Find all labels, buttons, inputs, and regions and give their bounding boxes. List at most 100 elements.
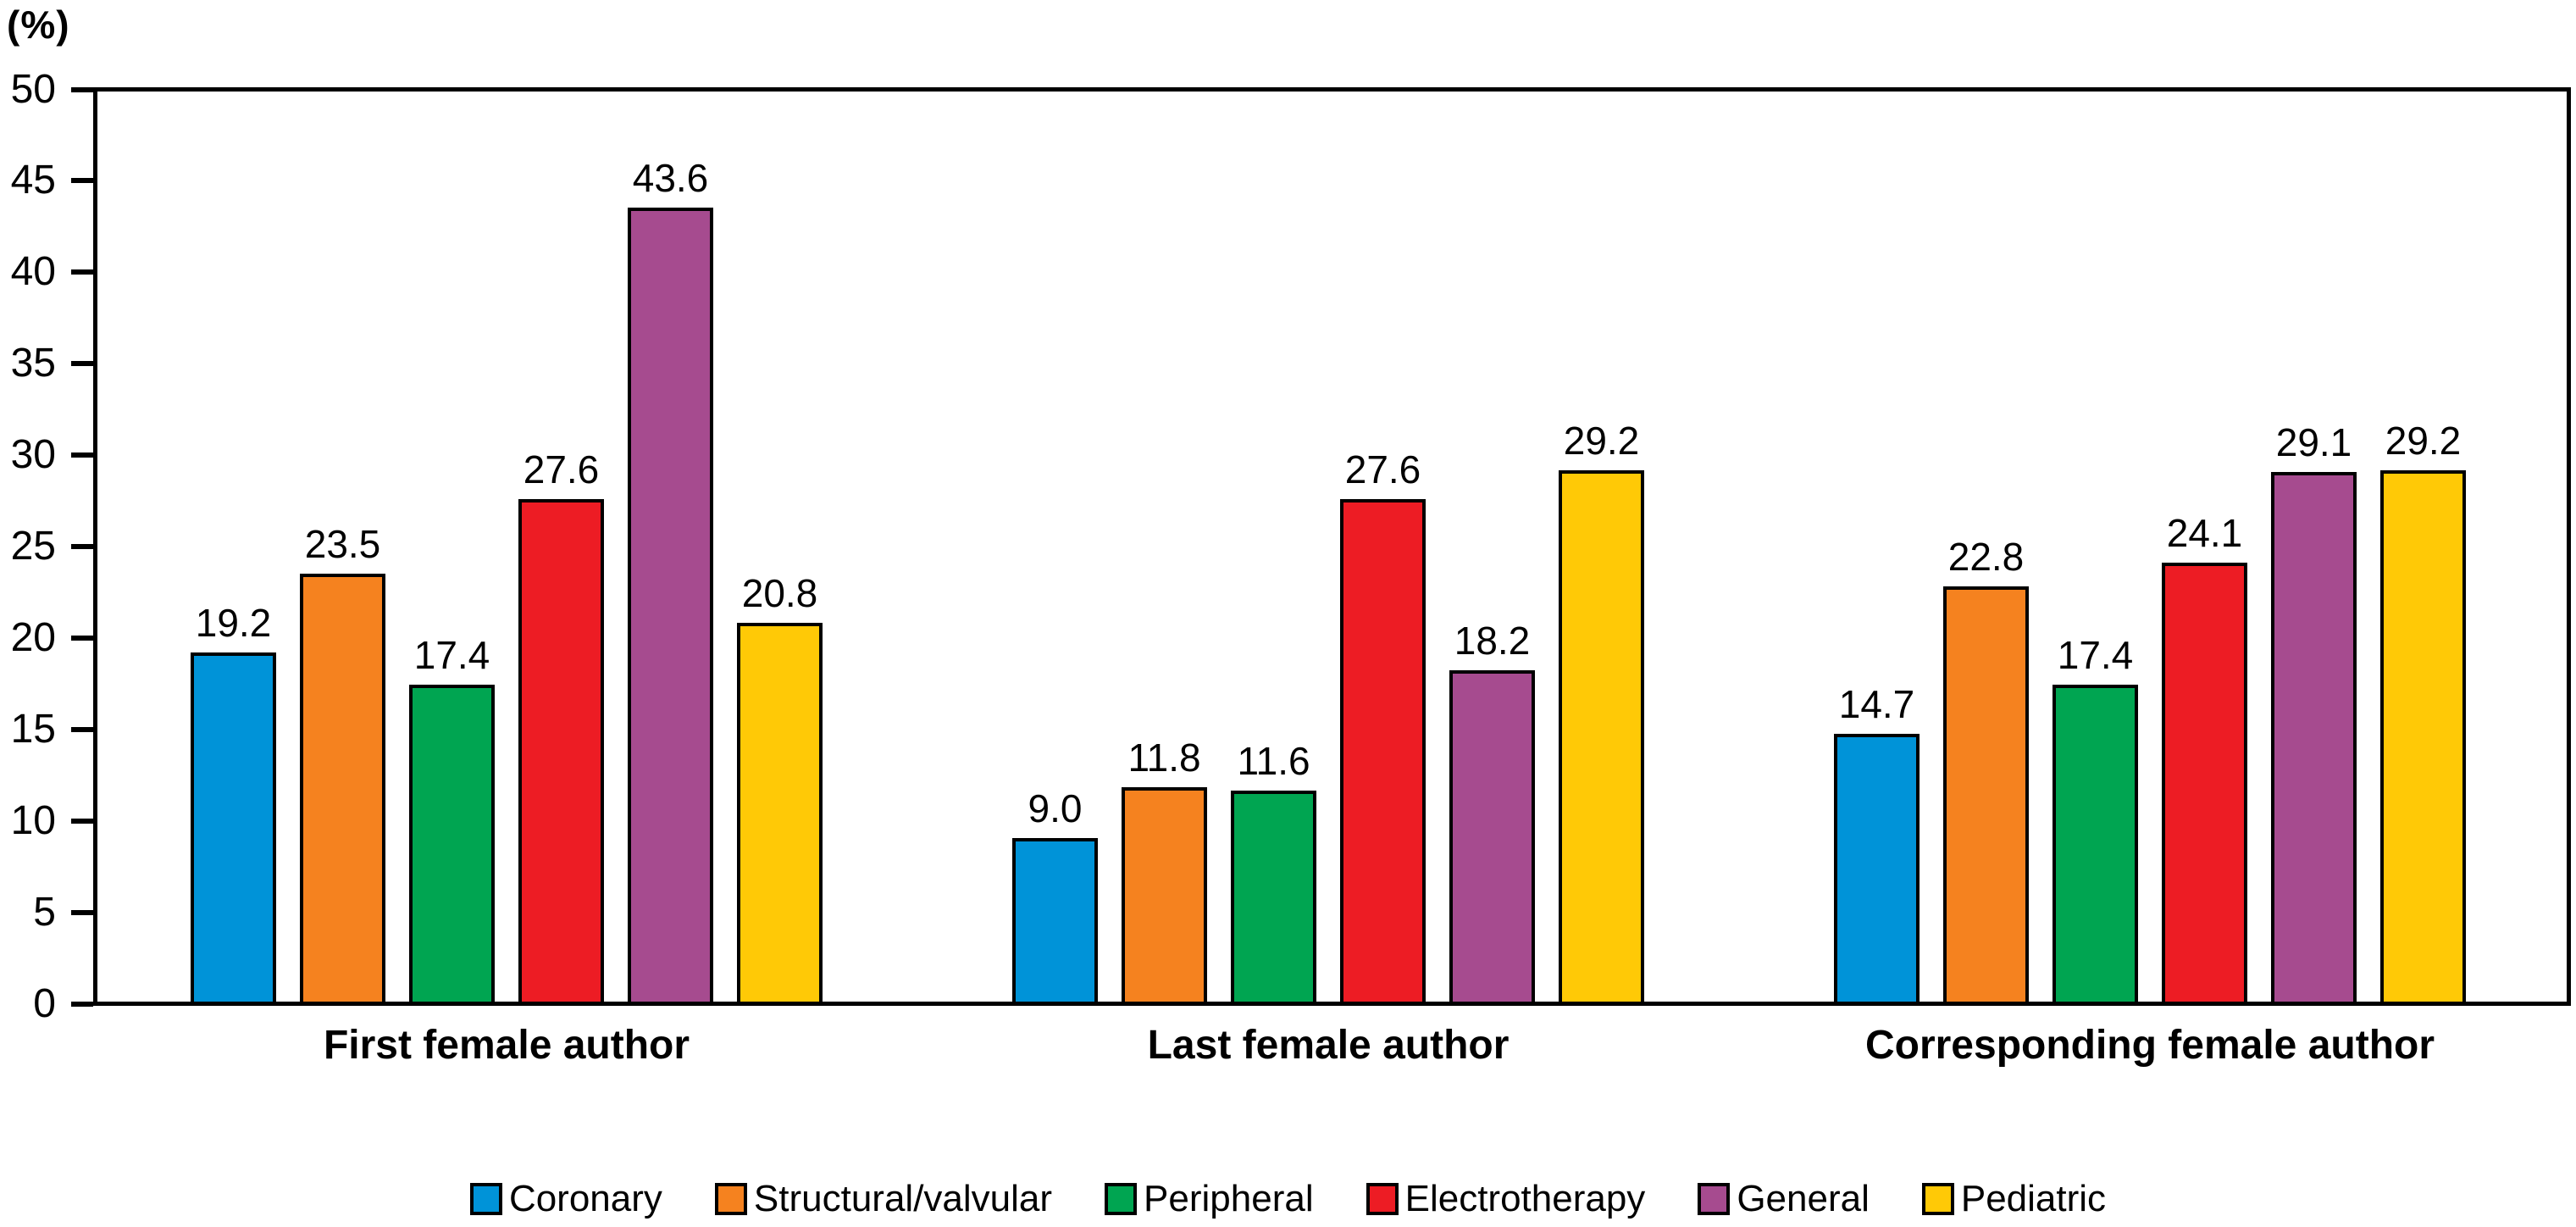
legend-item: Electrotherapy [1366,1178,1646,1220]
y-axis-unit-label: (%) [7,3,70,47]
y-tick [71,178,93,184]
bar-electrotherapy [1340,499,1426,1002]
y-tick [71,909,93,915]
y-tick [71,269,93,275]
legend-label: Peripheral [1144,1178,1314,1219]
legend-swatch-structural-valvular [714,1183,747,1215]
bar-value-label: 18.2 [1454,619,1531,663]
bar-pediatric [737,623,823,1002]
y-tick [71,818,93,824]
y-tick [71,726,93,732]
legend-item: Peripheral [1105,1178,1314,1220]
y-tick [71,544,93,549]
legend-swatch-pediatric [1921,1183,1954,1215]
bar-cell: 24.1 [2162,92,2247,1002]
bar-value-label: 22.8 [1947,535,2025,580]
bar-value-label: 20.8 [741,571,818,616]
bar-pediatric [1559,469,1644,1002]
y-tick [71,1001,93,1007]
legend: Coronary Structural/valvular Peripheral Ele… [0,1178,2576,1220]
bar-peripheral [409,685,495,1002]
bar-value-label: 11.6 [1237,738,1310,783]
bar-cell: 20.8 [737,92,823,1002]
bar-value-label: 17.4 [2057,633,2134,678]
y-tick-label: 45 [10,158,56,203]
y-tick [71,452,93,458]
legend-label: Coronary [508,1178,662,1219]
bar-value-label: 23.5 [304,522,381,567]
bar-peripheral [2052,685,2138,1002]
y-tick-label: 50 [10,66,56,112]
bar-cell: 29.2 [2380,92,2466,1002]
y-tick-label: 25 [10,524,56,569]
bar-general [1449,670,1535,1002]
bar-group: 14.7 22.8 17.4 24.1 29.1 29.2 Corresponding fe… [1834,92,2466,1068]
bar-group: 9.0 11.8 11.6 27.6 18.2 29.2 Last female autho… [1012,92,1644,1068]
legend-swatch-coronary [469,1183,502,1215]
legend-swatch-electrotherapy [1366,1183,1399,1215]
bar-cell: 14.7 [1834,92,1920,1002]
bar-cell: 29.2 [1559,92,1644,1002]
bar-cell: 27.6 [1340,92,1426,1002]
bar-value-label: 27.6 [1344,447,1421,492]
bar-structural-valvular [300,574,385,1002]
bar-coronary [1012,837,1098,1002]
bar-cell: 18.2 [1449,92,1535,1002]
bar-cell: 22.8 [1943,92,2029,1002]
bar-cell: 11.8 [1122,92,1207,1002]
legend-swatch-general [1698,1183,1731,1215]
y-tick [71,361,93,367]
legend-label: General [1737,1178,1870,1219]
y-tick [71,635,93,641]
legend-item: Pediatric [1921,1178,2107,1220]
plot-area [93,87,2571,1006]
y-tick-label: 40 [10,249,56,295]
bar-pediatric [2380,469,2466,1002]
bar-value-label: 24.1 [2166,511,2243,556]
bar-electrotherapy [518,499,604,1002]
bar-cell: 17.4 [409,92,495,1002]
bar-cell: 19.2 [191,92,276,1002]
legend-swatch-peripheral [1105,1183,1138,1215]
bar-value-label: 43.6 [632,156,709,201]
bar-cell: 9.0 [1012,92,1098,1002]
bar-structural-valvular [1122,786,1207,1002]
legend-item: Coronary [469,1178,662,1220]
bar-cell: 43.6 [628,92,713,1002]
bar-coronary [1834,734,1920,1002]
legend-label: Pediatric [1960,1178,2107,1219]
bar-value-label: 27.6 [523,447,600,492]
y-tick-label: 30 [10,432,56,478]
y-tick-label: 10 [10,797,56,843]
legend-label: Electrotherapy [1404,1178,1646,1219]
y-tick-label: 5 [33,889,56,935]
bar-value-label: 19.2 [195,600,272,645]
bar-electrotherapy [2162,563,2247,1002]
bar-cell: 23.5 [300,92,385,1002]
bar-cell: 27.6 [518,92,604,1002]
bar-value-label: 11.8 [1127,735,1201,780]
y-tick-label: 20 [10,614,56,660]
category-label: Corresponding female author [1864,1023,2435,1068]
category-label: Last female author [1147,1023,1510,1068]
bar-value-label: 14.7 [1838,682,1915,727]
y-tick-label: 35 [10,341,56,386]
bar-structural-valvular [1943,586,2029,1002]
bar-value-label: 29.2 [2385,418,2462,463]
y-tick-label: 15 [10,706,56,752]
bar-value-label: 29.2 [1563,418,1640,463]
y-tick [71,86,93,92]
bar-general [2271,471,2357,1002]
category-label: First female author [323,1023,690,1068]
bar-value-label: 9.0 [1028,786,1083,830]
bar-value-label: 29.1 [2275,419,2352,464]
bar-group: 19.2 23.5 17.4 27.6 43.6 20.8 First female aut… [191,92,823,1068]
legend-item: General [1698,1178,1870,1220]
bar-cell: 17.4 [2052,92,2138,1002]
legend-item: Structural/valvular [714,1178,1052,1220]
bar-cell: 29.1 [2271,92,2357,1002]
bar-general [628,208,713,1002]
y-tick-label: 0 [33,980,56,1026]
bar-value-label: 17.4 [413,633,490,678]
